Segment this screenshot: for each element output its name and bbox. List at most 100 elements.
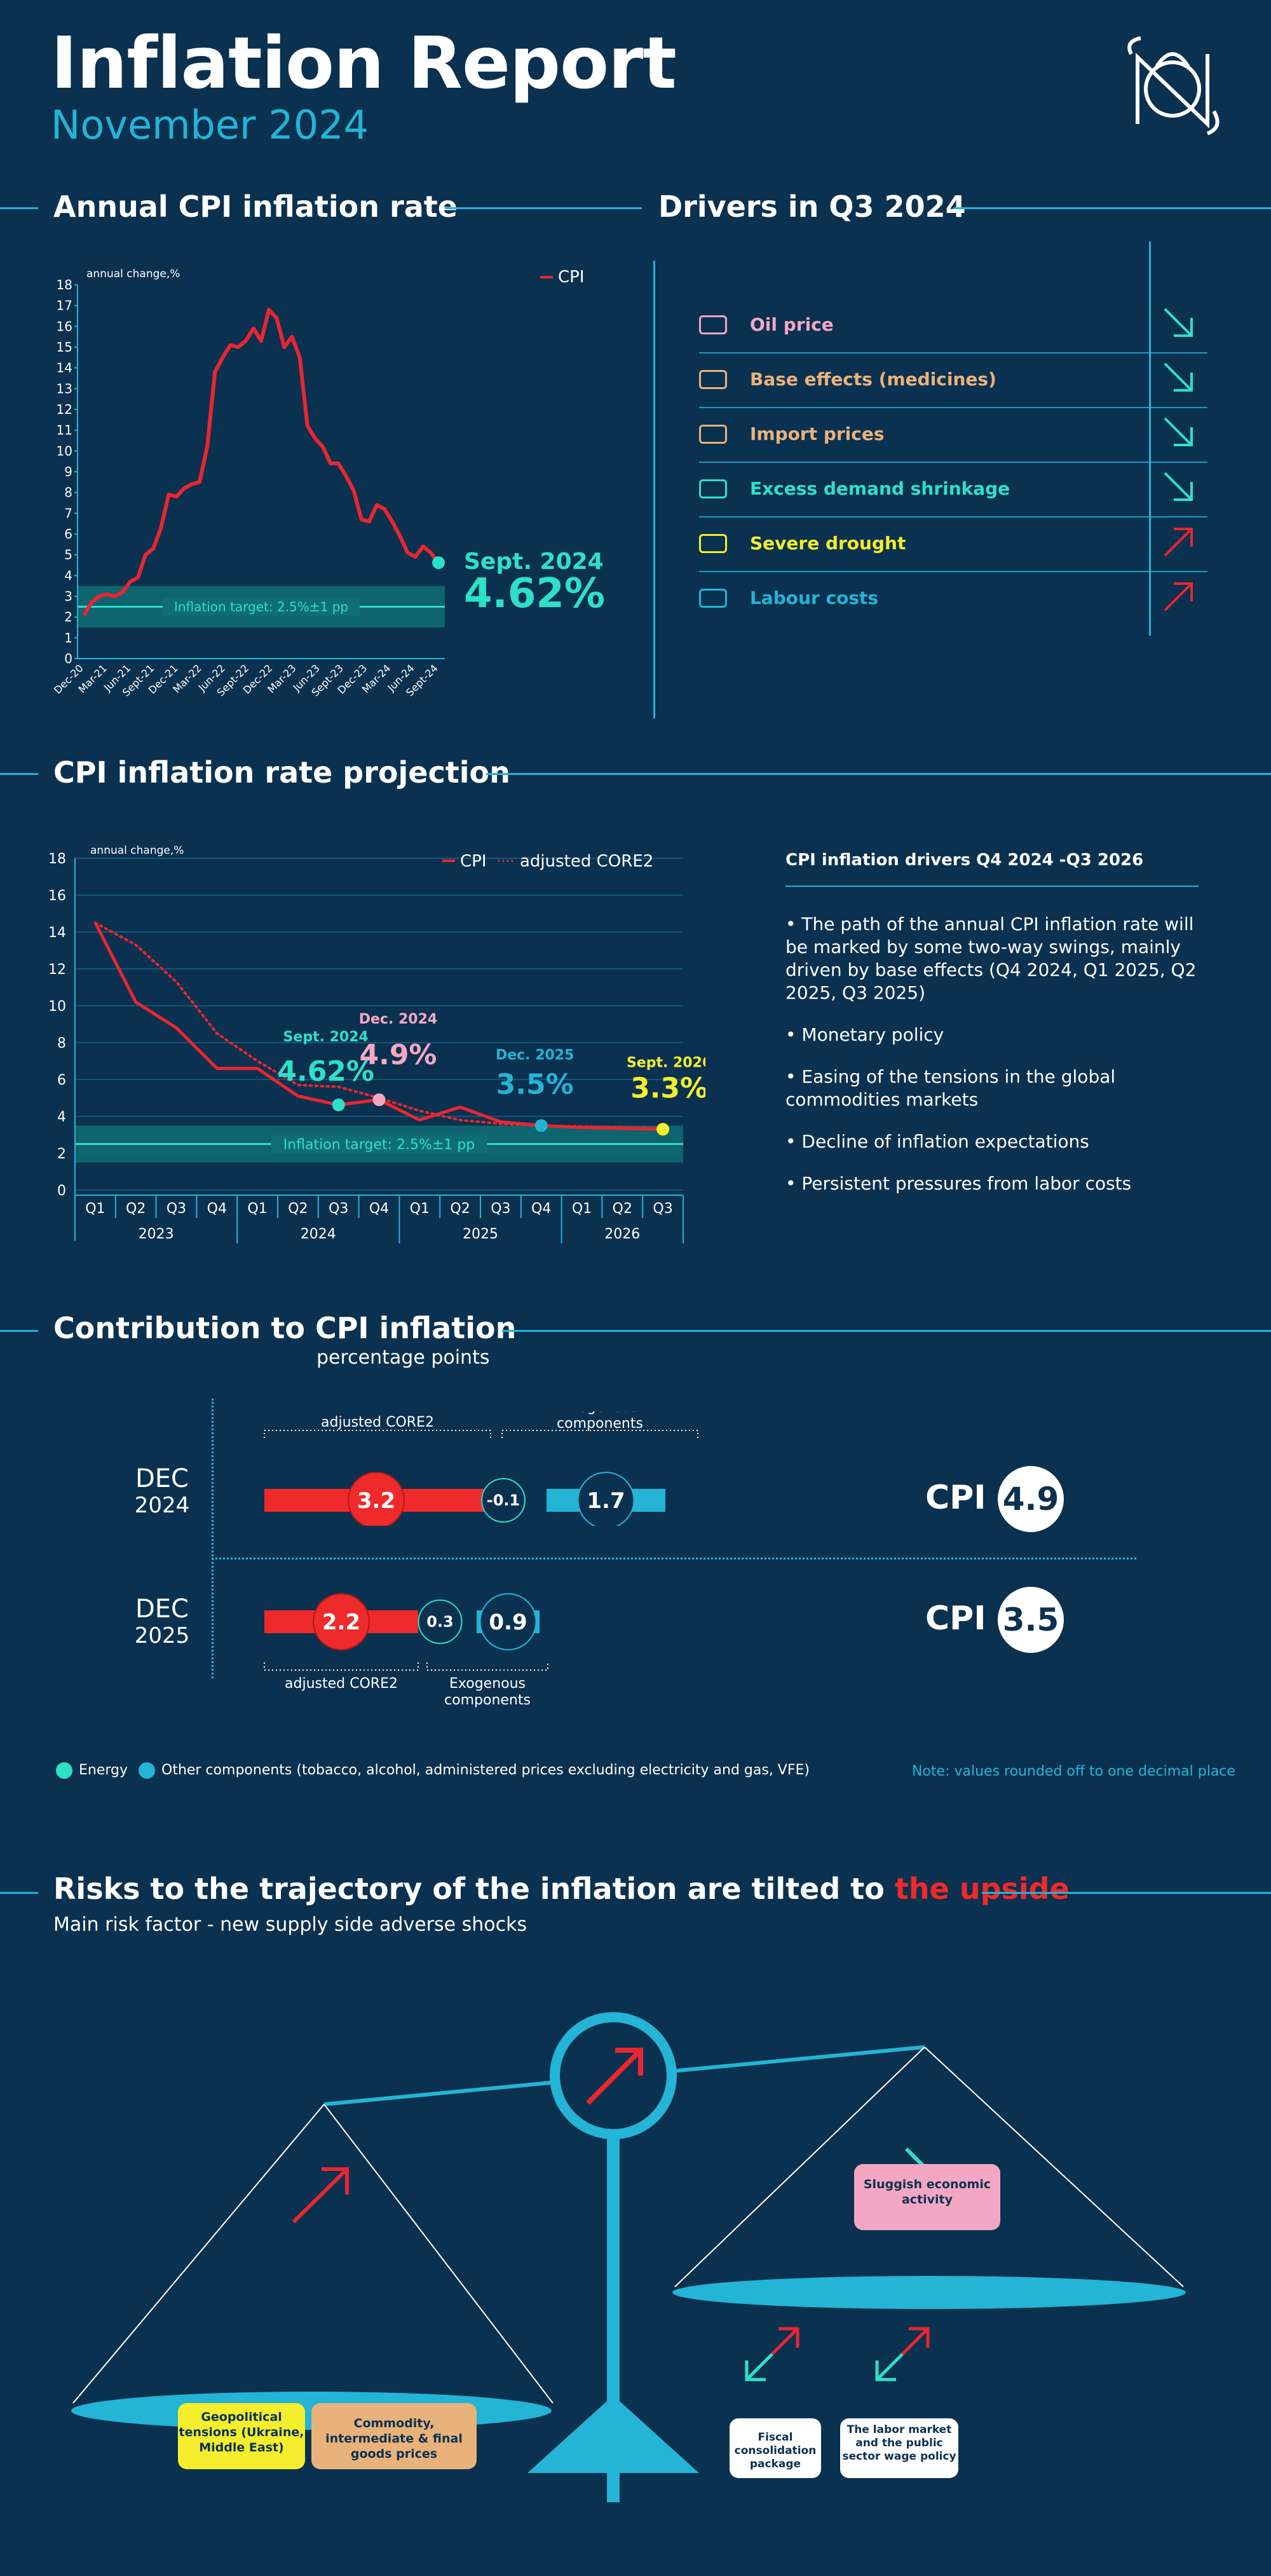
callout-value: 4.9%	[359, 1039, 437, 1071]
y-tick-label: 4	[64, 568, 72, 583]
drivers-right-border	[1149, 242, 1151, 636]
callout-date: Sept. 2024	[464, 549, 604, 575]
driver-bullet: • The path of the annual CPI inflation r…	[785, 914, 1197, 1003]
driver-label: Labour costs	[750, 587, 879, 608]
pills-icon	[699, 370, 727, 389]
y-tick-label: 2	[57, 1146, 66, 1162]
page-title: Inflation Report	[51, 22, 677, 105]
year-label: 2026	[604, 1226, 640, 1242]
x-tick-label: Q2	[288, 1201, 308, 1217]
driver-divider	[699, 516, 1207, 517]
driver-label: Import prices	[750, 423, 885, 444]
y-tick-label: 18	[48, 851, 66, 867]
y-tick-label: 0	[57, 1183, 66, 1199]
driver-divider	[699, 352, 1207, 353]
dec2025-label: DEC 2025	[127, 1596, 197, 1649]
x-tick-label: Q4	[207, 1201, 227, 1217]
x-tick-label: Q1	[247, 1201, 267, 1217]
driver-label: Base effects (medicines)	[750, 369, 996, 390]
legend-cpi: CPI	[558, 268, 585, 287]
dec2024-cpi-label: CPI	[925, 1479, 986, 1517]
two-way-arrow-icon	[875, 2327, 930, 2381]
y-tick-label: 9	[64, 464, 72, 479]
section-title-risks: Risks to the trajectory of the inflation…	[53, 1872, 1070, 1906]
y-tick-label: 15	[57, 339, 72, 355]
row-divider-horizontal	[212, 1558, 1136, 1559]
divider	[502, 1330, 1271, 1332]
down-arrow-icon	[1164, 472, 1193, 501]
projection-chart: Inflation target: 2.5%±1 pp 0 2 4 6 8 10 12 14 1…	[48, 844, 705, 1243]
y-tick-label: 5	[64, 547, 72, 563]
driver-label: Oil price	[750, 314, 834, 335]
callout-date: Dec. 2025	[496, 1048, 574, 1064]
driver-label: Excess demand shrinkage	[750, 478, 1010, 499]
x-tick-label: Q1	[572, 1201, 592, 1217]
down-arrow-icon	[1164, 308, 1193, 337]
dec2025-cpi-value: 3.5	[998, 1587, 1064, 1653]
y-tick-label: 14	[48, 925, 66, 941]
x-tick-label: Q3	[329, 1201, 348, 1217]
x-tick-label: Q4	[531, 1201, 551, 1217]
dec2024-month: DEC	[135, 1464, 189, 1493]
dec2024-year: 2024	[134, 1493, 190, 1518]
year-label: 2025	[463, 1226, 498, 1242]
year-label: 2023	[139, 1226, 174, 1242]
risks-subtitle: Main risk factor - new supply side adver…	[53, 1914, 527, 1936]
shopping-cart-icon	[699, 479, 727, 498]
driver-row: Base effects (medicines)	[699, 353, 1207, 408]
rounding-note: Note: values rounded off to one decimal …	[912, 1764, 1235, 1779]
driver-bullet: • Monetary policy	[785, 1024, 944, 1045]
energy-value: 0.3	[426, 1613, 454, 1631]
driver-row: Excess demand shrinkage	[699, 463, 1207, 517]
y-tick-label: 10	[57, 443, 72, 458]
divider	[982, 1892, 1271, 1894]
wheat-icon	[699, 534, 727, 553]
core2-value: 2.2	[322, 1610, 360, 1635]
down-arrow-icon	[1164, 362, 1193, 392]
section-title-contribution: Contribution to CPI inflation	[53, 1311, 517, 1345]
dec2024-cpi-value: 4.9	[998, 1466, 1064, 1532]
y-tick-label: 14	[57, 360, 72, 376]
callout-value: 3.5%	[496, 1069, 574, 1101]
driver-row: Labour costs	[699, 572, 1207, 627]
up-arrow-icon	[292, 2167, 349, 2224]
divider	[445, 207, 642, 209]
dec2025-month: DEC	[135, 1594, 189, 1624]
page-subtitle: November 2024	[51, 102, 369, 148]
y-tick-label: 10	[48, 999, 66, 1015]
legend-other: Other components (tobacco, alcohol, admi…	[161, 1762, 810, 1778]
divider	[0, 1892, 38, 1894]
bnr-logo	[1127, 36, 1220, 135]
risks-title-highlight: the upside	[894, 1872, 1070, 1906]
x-tick-label: Q1	[85, 1201, 105, 1217]
y-tick-label: 12	[48, 962, 66, 978]
scale-base	[527, 2395, 699, 2473]
driver-label: Severe drought	[750, 533, 906, 554]
x-tick-label: Q2	[126, 1201, 146, 1217]
legend-energy-swatch	[56, 1762, 72, 1779]
drivers2-bullets: • The path of the annual CPI inflation r…	[785, 913, 1205, 1214]
driver-row: Import prices	[699, 408, 1207, 463]
divider	[953, 207, 1271, 209]
driver-divider	[699, 462, 1207, 463]
callout-point	[656, 1123, 670, 1136]
y-tick-label: 16	[57, 319, 72, 334]
y-tick-label: 11	[57, 423, 72, 438]
core2-bracket-label: adjusted CORE2	[285, 1676, 398, 1692]
y-tick-label: 18	[57, 277, 72, 292]
callout-value: 4.62%	[464, 570, 605, 617]
driver-row: Severe drought	[699, 517, 1207, 572]
dec2025-year: 2025	[134, 1623, 190, 1648]
dec2025-cpi-label: CPI	[925, 1600, 986, 1638]
dec2025-bars: adjusted CORE2 Exogenous components 2.2 0.…	[264, 1593, 548, 1708]
core2-value: 3.2	[357, 1488, 395, 1514]
divider	[0, 1330, 38, 1332]
divider	[486, 773, 1271, 775]
y-tick-label: 17	[57, 298, 72, 313]
risk-fiscal-package: Fiscal consolidation package	[730, 2418, 821, 2478]
driver-divider	[699, 407, 1207, 408]
legend-cpi: CPI	[460, 852, 487, 871]
callout-value: 4.62%	[277, 1055, 374, 1088]
